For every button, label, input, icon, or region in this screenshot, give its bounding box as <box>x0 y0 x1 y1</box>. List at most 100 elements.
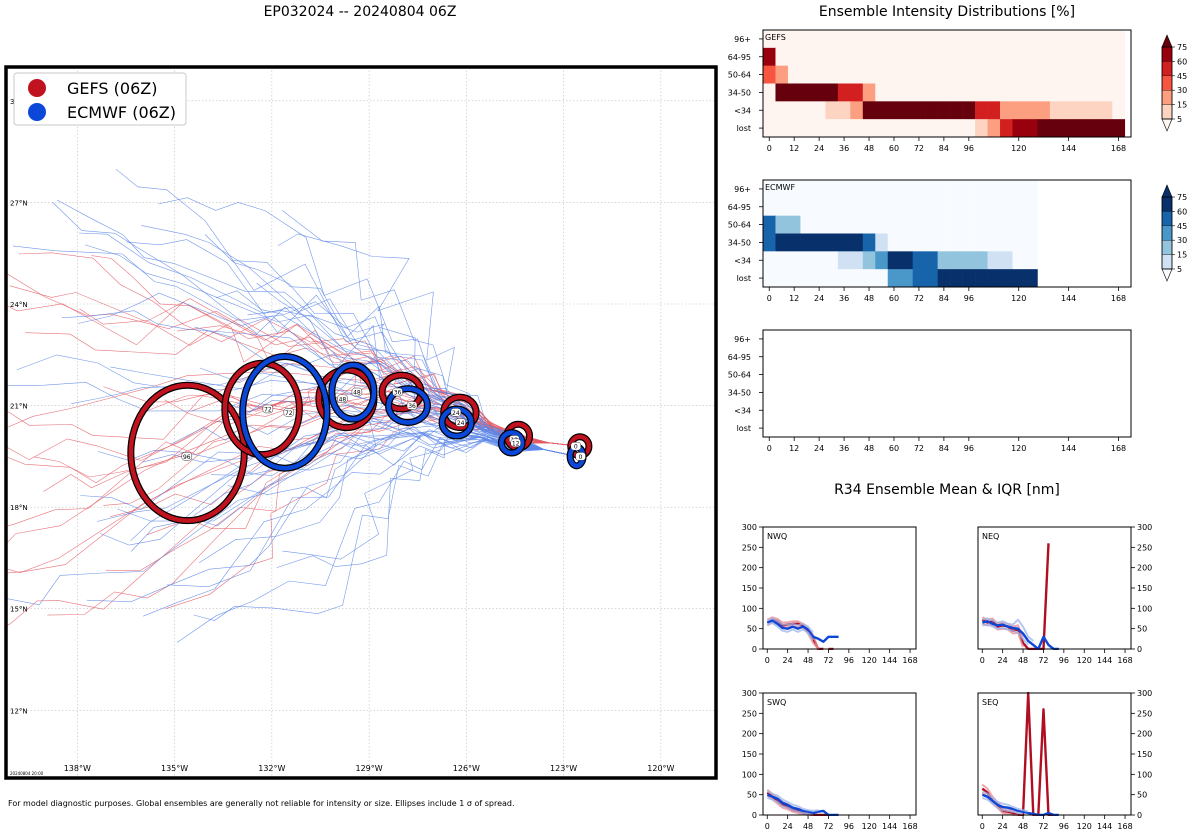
forecast-hour-label: 144 <box>1097 656 1112 665</box>
intensity-cell <box>1024 65 1038 84</box>
intensity-cell <box>1087 101 1101 120</box>
intensity-cell <box>775 30 789 49</box>
forecast-hour-label: 96 <box>844 656 854 665</box>
intensity-cell <box>950 251 963 270</box>
intensity-cell <box>900 47 913 66</box>
intensity-row-label: lost <box>737 424 751 433</box>
intensity-cell <box>937 197 951 216</box>
intensity-cell <box>850 180 864 199</box>
intensity-cell <box>925 83 938 102</box>
intensity-cell <box>912 215 926 234</box>
intensity-cell <box>975 251 988 270</box>
map-frame <box>4 65 718 780</box>
intensity-cell <box>925 233 938 252</box>
intensity-cell <box>912 101 926 120</box>
gefs-hour-label-box <box>392 387 403 397</box>
series-iqr-line <box>982 796 1024 815</box>
intensity-cell <box>1012 47 1026 66</box>
intensity-cell <box>825 83 839 102</box>
panel-plot-area <box>981 692 1059 816</box>
intensity-cell <box>775 197 789 216</box>
intensity-cell <box>850 30 864 49</box>
intensity-cell <box>812 197 826 216</box>
intensity-cell <box>887 119 901 138</box>
intensity-row-label: 96+ <box>734 35 751 44</box>
colorbar-segment <box>1161 90 1173 105</box>
intensity-cell <box>987 101 1001 120</box>
intensity-cell <box>1024 251 1038 270</box>
intensity-cell <box>1087 30 1101 49</box>
intensity-cell <box>787 180 801 199</box>
r34-panel-nwq: 0 24 48 72 96 120 144 168 0 50 100 150 200 250 300 NWQ <box>742 523 918 665</box>
intensity-cell <box>837 119 851 138</box>
gefs-hour-label-box <box>570 442 582 451</box>
intensity-cell <box>825 47 839 66</box>
r34-tick-label: 250 <box>1137 543 1152 552</box>
intensity-cell <box>887 83 901 102</box>
intensity-cell <box>1000 101 1013 120</box>
intensity-cell <box>1074 30 1088 49</box>
quadrant-label: SWQ <box>767 698 786 707</box>
forecast-hour-label: 12 <box>789 144 799 153</box>
r34-tick-label: 250 <box>742 543 757 552</box>
intensity-cell <box>912 65 926 84</box>
intensity-cell <box>987 251 1001 270</box>
colorbar-segment <box>1161 104 1173 120</box>
intensity-cell <box>1024 233 1038 252</box>
forecast-hour-label: 0 <box>980 822 985 831</box>
intensity-cell <box>900 251 913 270</box>
series-mean-line <box>766 793 839 816</box>
intensity-cell <box>975 180 988 199</box>
intensity-row-label: 50-64 <box>728 221 751 230</box>
intensity-cell <box>937 30 951 49</box>
intensity-cell <box>1024 269 1038 288</box>
colorbar-segment <box>1161 240 1173 255</box>
forecast-hour-label: 48 <box>803 656 813 665</box>
forecast-hour-label: 72 <box>914 294 924 303</box>
intensity-cell <box>800 47 814 66</box>
intensity-cell <box>925 30 938 49</box>
intensity-cell <box>1087 65 1101 84</box>
intensity-cell <box>1000 47 1013 66</box>
colorbar-max-extension <box>1161 34 1173 48</box>
forecast-hour-label: 144 <box>1061 144 1076 153</box>
intensity-cell <box>787 47 801 66</box>
forecast-hour-label: 168 <box>1117 822 1132 831</box>
intensity-cell <box>950 83 963 102</box>
ensemble-member-track <box>276 436 577 568</box>
intensity-cell <box>825 101 839 120</box>
colorbar-tick-label: 45 <box>1177 72 1187 81</box>
intensity-cell <box>987 233 1001 252</box>
intensity-cell <box>862 30 876 49</box>
ensemble-member-track <box>157 197 577 457</box>
intensity-cell <box>1099 30 1113 49</box>
heatmap-ecmwf: 96+ 64-95 50-64 34-50 <34 lost 0 12 24 36 48 60 72 84… <box>728 179 1187 303</box>
r34-tick-label: 100 <box>1137 770 1152 779</box>
intensity-cell <box>925 47 938 66</box>
intensity-cell <box>800 269 814 288</box>
intensity-cell <box>1012 30 1026 49</box>
intensity-cell <box>887 233 901 252</box>
gefs-hour-label-box <box>450 408 462 417</box>
intensity-cell <box>1112 101 1126 120</box>
forecast-hour-label: 72 <box>1038 822 1048 831</box>
intensity-cell <box>862 269 876 288</box>
quadrant-label: NEQ <box>982 532 999 541</box>
gefs-hour-label: 48 <box>339 396 347 403</box>
intensity-cell <box>837 101 851 120</box>
intensity-cell <box>1000 30 1013 49</box>
series-mean-line <box>982 620 1059 650</box>
intensity-cell <box>1099 65 1113 84</box>
r34-tick-label: 300 <box>1137 689 1152 698</box>
intensity-cell <box>775 215 789 234</box>
gefs-hour-label: 24 <box>452 410 460 417</box>
intensity-cell <box>987 215 1001 234</box>
intensity-cell <box>787 65 801 84</box>
ecmwf-hour-label-box <box>406 401 418 410</box>
intensity-cell <box>1000 65 1013 84</box>
gefs-hour-label-box <box>262 404 274 414</box>
forecast-hour-label: 144 <box>1061 444 1076 453</box>
forecast-hour-label: 84 <box>939 294 949 303</box>
quadrant-label: SEQ <box>982 698 998 707</box>
